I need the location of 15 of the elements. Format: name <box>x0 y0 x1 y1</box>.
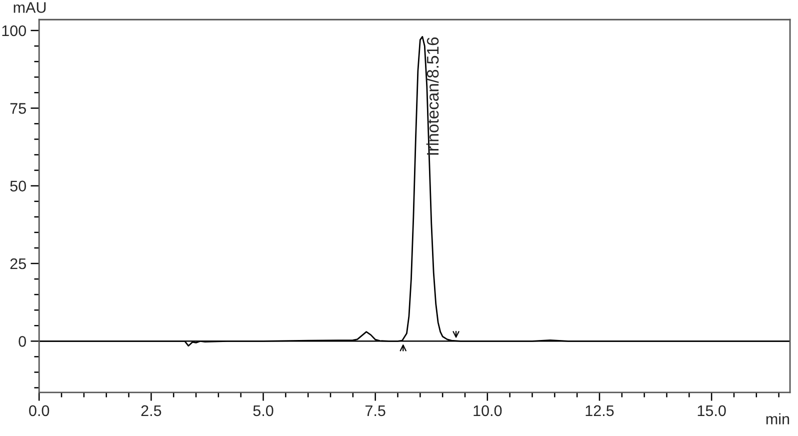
y-tick-label: 50 <box>10 180 26 192</box>
x-tick-label: 12.5 <box>586 405 614 416</box>
x-tick-label: 10.0 <box>474 405 502 416</box>
x-axis-title: min <box>766 413 790 424</box>
x-tick-label: 2.5 <box>141 405 162 416</box>
x-tick-label: 0.0 <box>29 405 50 416</box>
y-tick-label: 25 <box>10 258 26 270</box>
y-axis-title: mAU <box>14 2 46 13</box>
annotation: Irinotecan/8.516 <box>426 37 439 155</box>
x-tick-label: 5.0 <box>253 405 274 416</box>
x-tick-label: 15.0 <box>698 405 726 416</box>
y-tick-label: 75 <box>10 103 26 114</box>
y-tick-label: 0 <box>18 336 26 347</box>
y-tick-label: 100 <box>2 25 26 36</box>
x-tick-label: 7.5 <box>366 405 386 416</box>
